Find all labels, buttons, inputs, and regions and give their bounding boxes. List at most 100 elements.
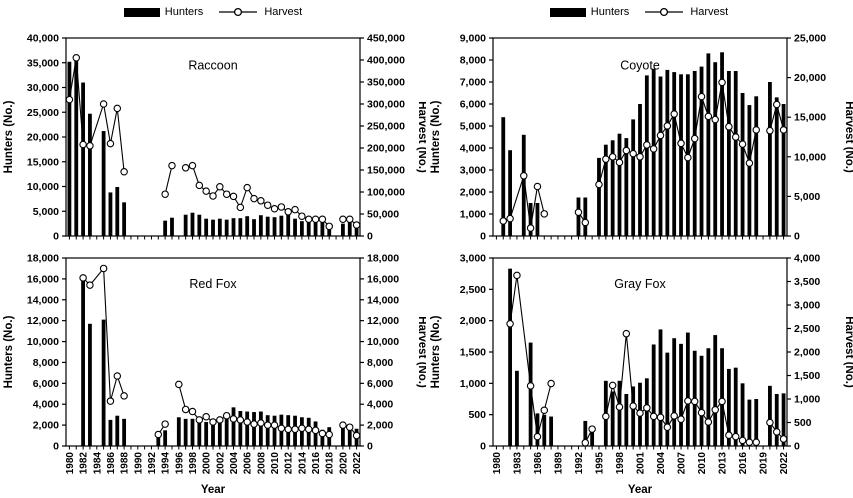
harvest-marker xyxy=(670,412,678,420)
left-tick-label: 3,000 xyxy=(460,165,486,177)
harvest-marker xyxy=(725,431,733,439)
harvest-marker xyxy=(277,203,286,211)
harvest-marker xyxy=(209,418,217,426)
red-fox-chart: 0 2,000 4,000 6,000 8,000 10,000 12,000 14,000 1… xyxy=(0,252,426,498)
hunters-bar xyxy=(733,367,738,446)
harvest-marker xyxy=(581,218,590,227)
harvest-marker xyxy=(533,182,542,191)
harvest-marker xyxy=(772,100,781,109)
harvest-marker xyxy=(298,424,306,432)
hunters-bar xyxy=(720,348,724,446)
harvest-marker xyxy=(345,215,354,224)
hunters-bar xyxy=(726,368,731,446)
hunters-bar xyxy=(224,412,229,446)
harvest-marker xyxy=(243,418,251,426)
left-tick-label: 5,000 xyxy=(460,121,486,133)
harvest-marker xyxy=(629,149,637,158)
hunters-bar-swatch-icon xyxy=(549,7,586,17)
hunters-bar xyxy=(508,268,512,446)
hunters-bar xyxy=(713,335,718,446)
x-tick-label: 1986 xyxy=(533,452,544,475)
harvest-marker xyxy=(506,214,514,223)
harvest-marker xyxy=(704,418,713,426)
hunters-bar xyxy=(726,71,731,236)
harvest-marker xyxy=(161,420,169,428)
harvest-marker xyxy=(181,405,190,414)
x-tick-label: 2004 xyxy=(229,452,240,475)
x-axis-title: Year xyxy=(201,484,226,496)
hunters-bar xyxy=(293,218,297,236)
x-tick-label: 2000 xyxy=(202,452,213,475)
right-tick-label: 20,000 xyxy=(794,72,826,84)
harvest-marker xyxy=(636,409,644,417)
harvest-marker xyxy=(663,122,672,130)
harvest-marker xyxy=(697,408,706,417)
harvest-marker xyxy=(615,403,624,411)
harvest-marker xyxy=(106,139,115,148)
left-tick-label: 30,000 xyxy=(27,82,59,94)
right-tick-label: 10,000 xyxy=(794,151,826,163)
harvest-marker xyxy=(684,153,692,162)
harvest-marker xyxy=(284,208,292,216)
hunters-bar xyxy=(341,223,345,236)
harvest-marker xyxy=(649,145,658,153)
harvest-marker xyxy=(263,201,272,209)
left-tick-label: 10,000 xyxy=(27,181,59,193)
x-tick-label: 2006 xyxy=(243,452,254,475)
harvest-marker xyxy=(120,392,128,400)
harvest-marker xyxy=(779,435,788,443)
hunters-bar xyxy=(713,62,718,237)
hunters-bar xyxy=(231,407,236,446)
harvest-marker xyxy=(533,432,542,441)
x-tick-label: 2004 xyxy=(656,452,667,475)
harvest-marker xyxy=(547,379,555,388)
hunters-bar xyxy=(190,418,195,446)
hunters-bar xyxy=(122,202,127,236)
right-tick-label: 16,000 xyxy=(367,273,399,285)
hunters-bar xyxy=(101,131,106,236)
x-tick-label: 2014 xyxy=(297,452,308,475)
right-tick-label: 350,000 xyxy=(367,77,405,89)
x-tick-label: 1992 xyxy=(574,452,585,475)
legend-harvest-label: Harvest xyxy=(690,6,729,18)
right-axis: 0 2,000 4,000 6,000 8,000 10,000 12,000 14,000 1… xyxy=(360,253,399,453)
hunters-bar xyxy=(521,134,526,236)
x-tick-label: 2002 xyxy=(215,452,226,475)
x-axis xyxy=(495,236,785,240)
left-tick-label: 5,000 xyxy=(33,206,59,218)
right-tick-label: 4,000 xyxy=(794,253,820,265)
harvest-marker xyxy=(270,204,279,213)
right-tick-label: 25,000 xyxy=(794,33,826,45)
harvest-marker xyxy=(161,190,169,198)
legend-right: Hunters Harvest xyxy=(426,0,852,24)
left-tick-label: 18,000 xyxy=(27,253,59,265)
hunters-bar xyxy=(286,214,291,236)
harvest-marker xyxy=(711,406,719,414)
hunters-bar xyxy=(176,417,181,446)
hunters-bar xyxy=(204,421,209,446)
harvest-marker xyxy=(257,419,265,427)
hunters-bars xyxy=(67,57,359,237)
x-axis: 1980 1982 1984 1986 1988 1990 1992 1994 1996 1998… xyxy=(65,446,363,474)
hunters-bar xyxy=(658,329,663,446)
harvest-marker xyxy=(263,421,272,429)
harvest-marker xyxy=(745,159,754,167)
hunters-bar xyxy=(258,215,263,236)
raccoon-chart: 0 5,000 10,000 15,000 20,000 25,000 30,000 35,0… xyxy=(0,24,426,252)
harvest-marker xyxy=(113,104,122,113)
hunters-bar xyxy=(624,138,629,236)
panel-title: Raccoon xyxy=(188,59,237,73)
hunters-bar xyxy=(631,119,636,236)
hunters-bar xyxy=(347,428,352,446)
right-tick-label: 18,000 xyxy=(367,253,399,265)
harvest-markers xyxy=(499,78,788,232)
right-axis-title: Harvest (No.) xyxy=(416,101,426,173)
left-tick-label: 25,000 xyxy=(27,107,59,119)
hunters-bar xyxy=(354,224,359,236)
panel-title: Coyote xyxy=(620,59,660,73)
hunters-bar xyxy=(679,343,683,446)
hunters-bar xyxy=(781,104,786,236)
harvest-marker xyxy=(738,140,747,148)
harvest-marker xyxy=(690,134,699,143)
right-tick-label: 4,000 xyxy=(367,399,393,411)
